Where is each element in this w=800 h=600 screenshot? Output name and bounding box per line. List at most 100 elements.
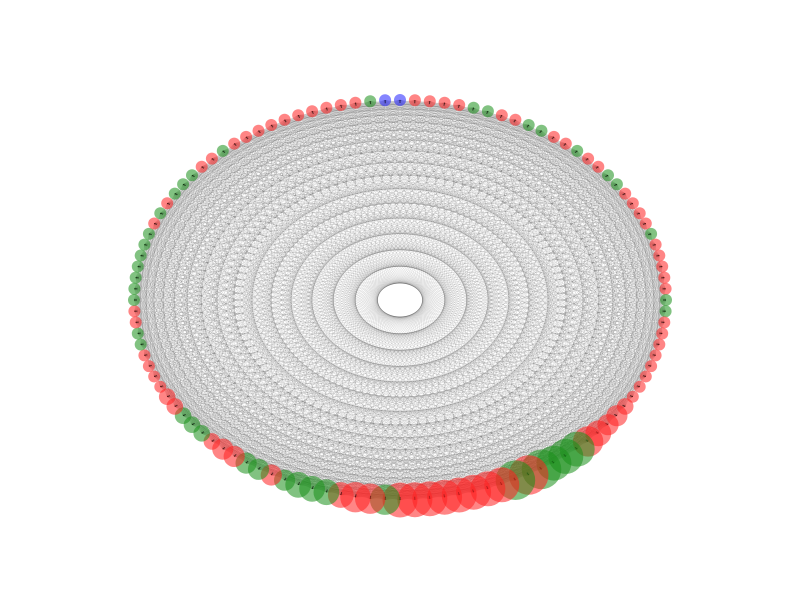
graph-edge — [182, 102, 356, 185]
graph-edge — [140, 255, 401, 501]
graph-edge — [429, 175, 609, 499]
graph-edge — [148, 100, 416, 235]
graph-node-tick — [284, 119, 287, 123]
graph-edge — [135, 166, 202, 278]
graph-edge — [144, 244, 430, 499]
graph-edge — [174, 111, 489, 407]
graph-edge — [133, 104, 460, 301]
graph-edge — [144, 166, 599, 245]
graph-edge — [137, 266, 247, 464]
graph-edge — [148, 365, 416, 500]
graph-edge — [458, 213, 640, 496]
graph-edge — [135, 322, 401, 501]
graph-edge — [553, 136, 663, 334]
graph-edge — [515, 119, 667, 301]
graph-edge — [234, 255, 660, 457]
graph-edge — [369, 101, 555, 464]
graph-node-tick — [174, 193, 178, 196]
graph-edge — [135, 322, 599, 434]
graph-edge — [284, 433, 599, 481]
graph-edge — [245, 277, 665, 464]
graph-edge — [174, 184, 617, 194]
graph-edge — [528, 124, 665, 278]
graph-edge — [160, 277, 665, 388]
graph-edge — [167, 203, 663, 267]
graph-edge — [458, 104, 555, 464]
graph-edge — [183, 99, 401, 185]
graph-edge — [148, 365, 460, 496]
graph-edge — [222, 448, 542, 470]
graph-edge — [444, 102, 599, 434]
graph-edge — [258, 365, 652, 470]
graph-edge — [355, 102, 665, 278]
graph-edge — [473, 203, 634, 493]
graph-edge — [528, 124, 656, 245]
graph-edge — [399, 111, 489, 501]
graph-edge — [326, 277, 665, 493]
graph-edge — [154, 223, 489, 489]
graph-edge — [133, 150, 578, 301]
graph-edge — [414, 107, 474, 500]
graph-edge — [245, 212, 640, 464]
graph-edge — [487, 111, 656, 245]
graph-edge — [429, 101, 542, 470]
graph-edge — [233, 102, 356, 457]
graph-edge — [211, 104, 342, 442]
graph-edge — [167, 299, 667, 397]
graph-edge — [311, 110, 665, 278]
graph-edge — [140, 255, 176, 407]
graph-edge — [399, 99, 666, 312]
graph-edge — [370, 101, 665, 323]
graph-edge — [201, 166, 313, 489]
graph-edge — [160, 212, 660, 256]
graph-edge — [137, 333, 652, 367]
graph-edge — [166, 203, 371, 499]
graph-edge — [515, 119, 652, 235]
graph-edge — [298, 114, 578, 152]
node-layer — [128, 94, 672, 518]
graph-edge — [501, 115, 640, 387]
graph-edge — [598, 166, 666, 312]
graph-edge — [399, 193, 626, 501]
graph-edge — [140, 143, 235, 345]
graph-edge — [553, 203, 634, 464]
graph-edge — [167, 396, 415, 500]
graph-edge — [298, 365, 652, 486]
graph-edge — [211, 119, 516, 442]
graph-edge — [174, 100, 386, 194]
graph-edge — [182, 107, 474, 416]
graph-edge — [154, 223, 599, 434]
graph-edge — [258, 130, 371, 499]
graph-edge — [191, 333, 663, 425]
graph-node-tick — [629, 395, 633, 398]
graph-edge — [271, 111, 313, 476]
graph-edge — [399, 322, 665, 501]
graph-edge — [153, 124, 272, 377]
graph-edge — [137, 175, 609, 267]
graph-edge — [340, 333, 663, 496]
graph-edge — [340, 396, 633, 496]
graph-edge — [528, 288, 666, 476]
graph-edge — [148, 136, 247, 235]
graph-edge — [473, 107, 609, 425]
graph-edge — [414, 100, 666, 289]
graph-edge — [191, 101, 371, 425]
graph-edge — [369, 119, 516, 499]
graph-edge — [326, 344, 660, 493]
graph-edge — [133, 299, 371, 499]
graph-edge — [429, 101, 609, 425]
graph-edge — [134, 107, 474, 290]
graph-edge — [222, 150, 633, 204]
graph-edge — [134, 277, 665, 290]
graph-edge — [297, 115, 327, 493]
graph-edge — [222, 150, 667, 301]
graph-edge — [222, 107, 327, 450]
graph-edge — [616, 203, 634, 416]
graph-edge — [234, 288, 666, 457]
graph-edge — [154, 143, 566, 377]
graph-edge — [137, 136, 247, 334]
graph-edge — [587, 158, 634, 397]
graph-edge — [137, 266, 416, 500]
graph-edge — [624, 288, 666, 407]
graph-edge — [144, 233, 150, 356]
